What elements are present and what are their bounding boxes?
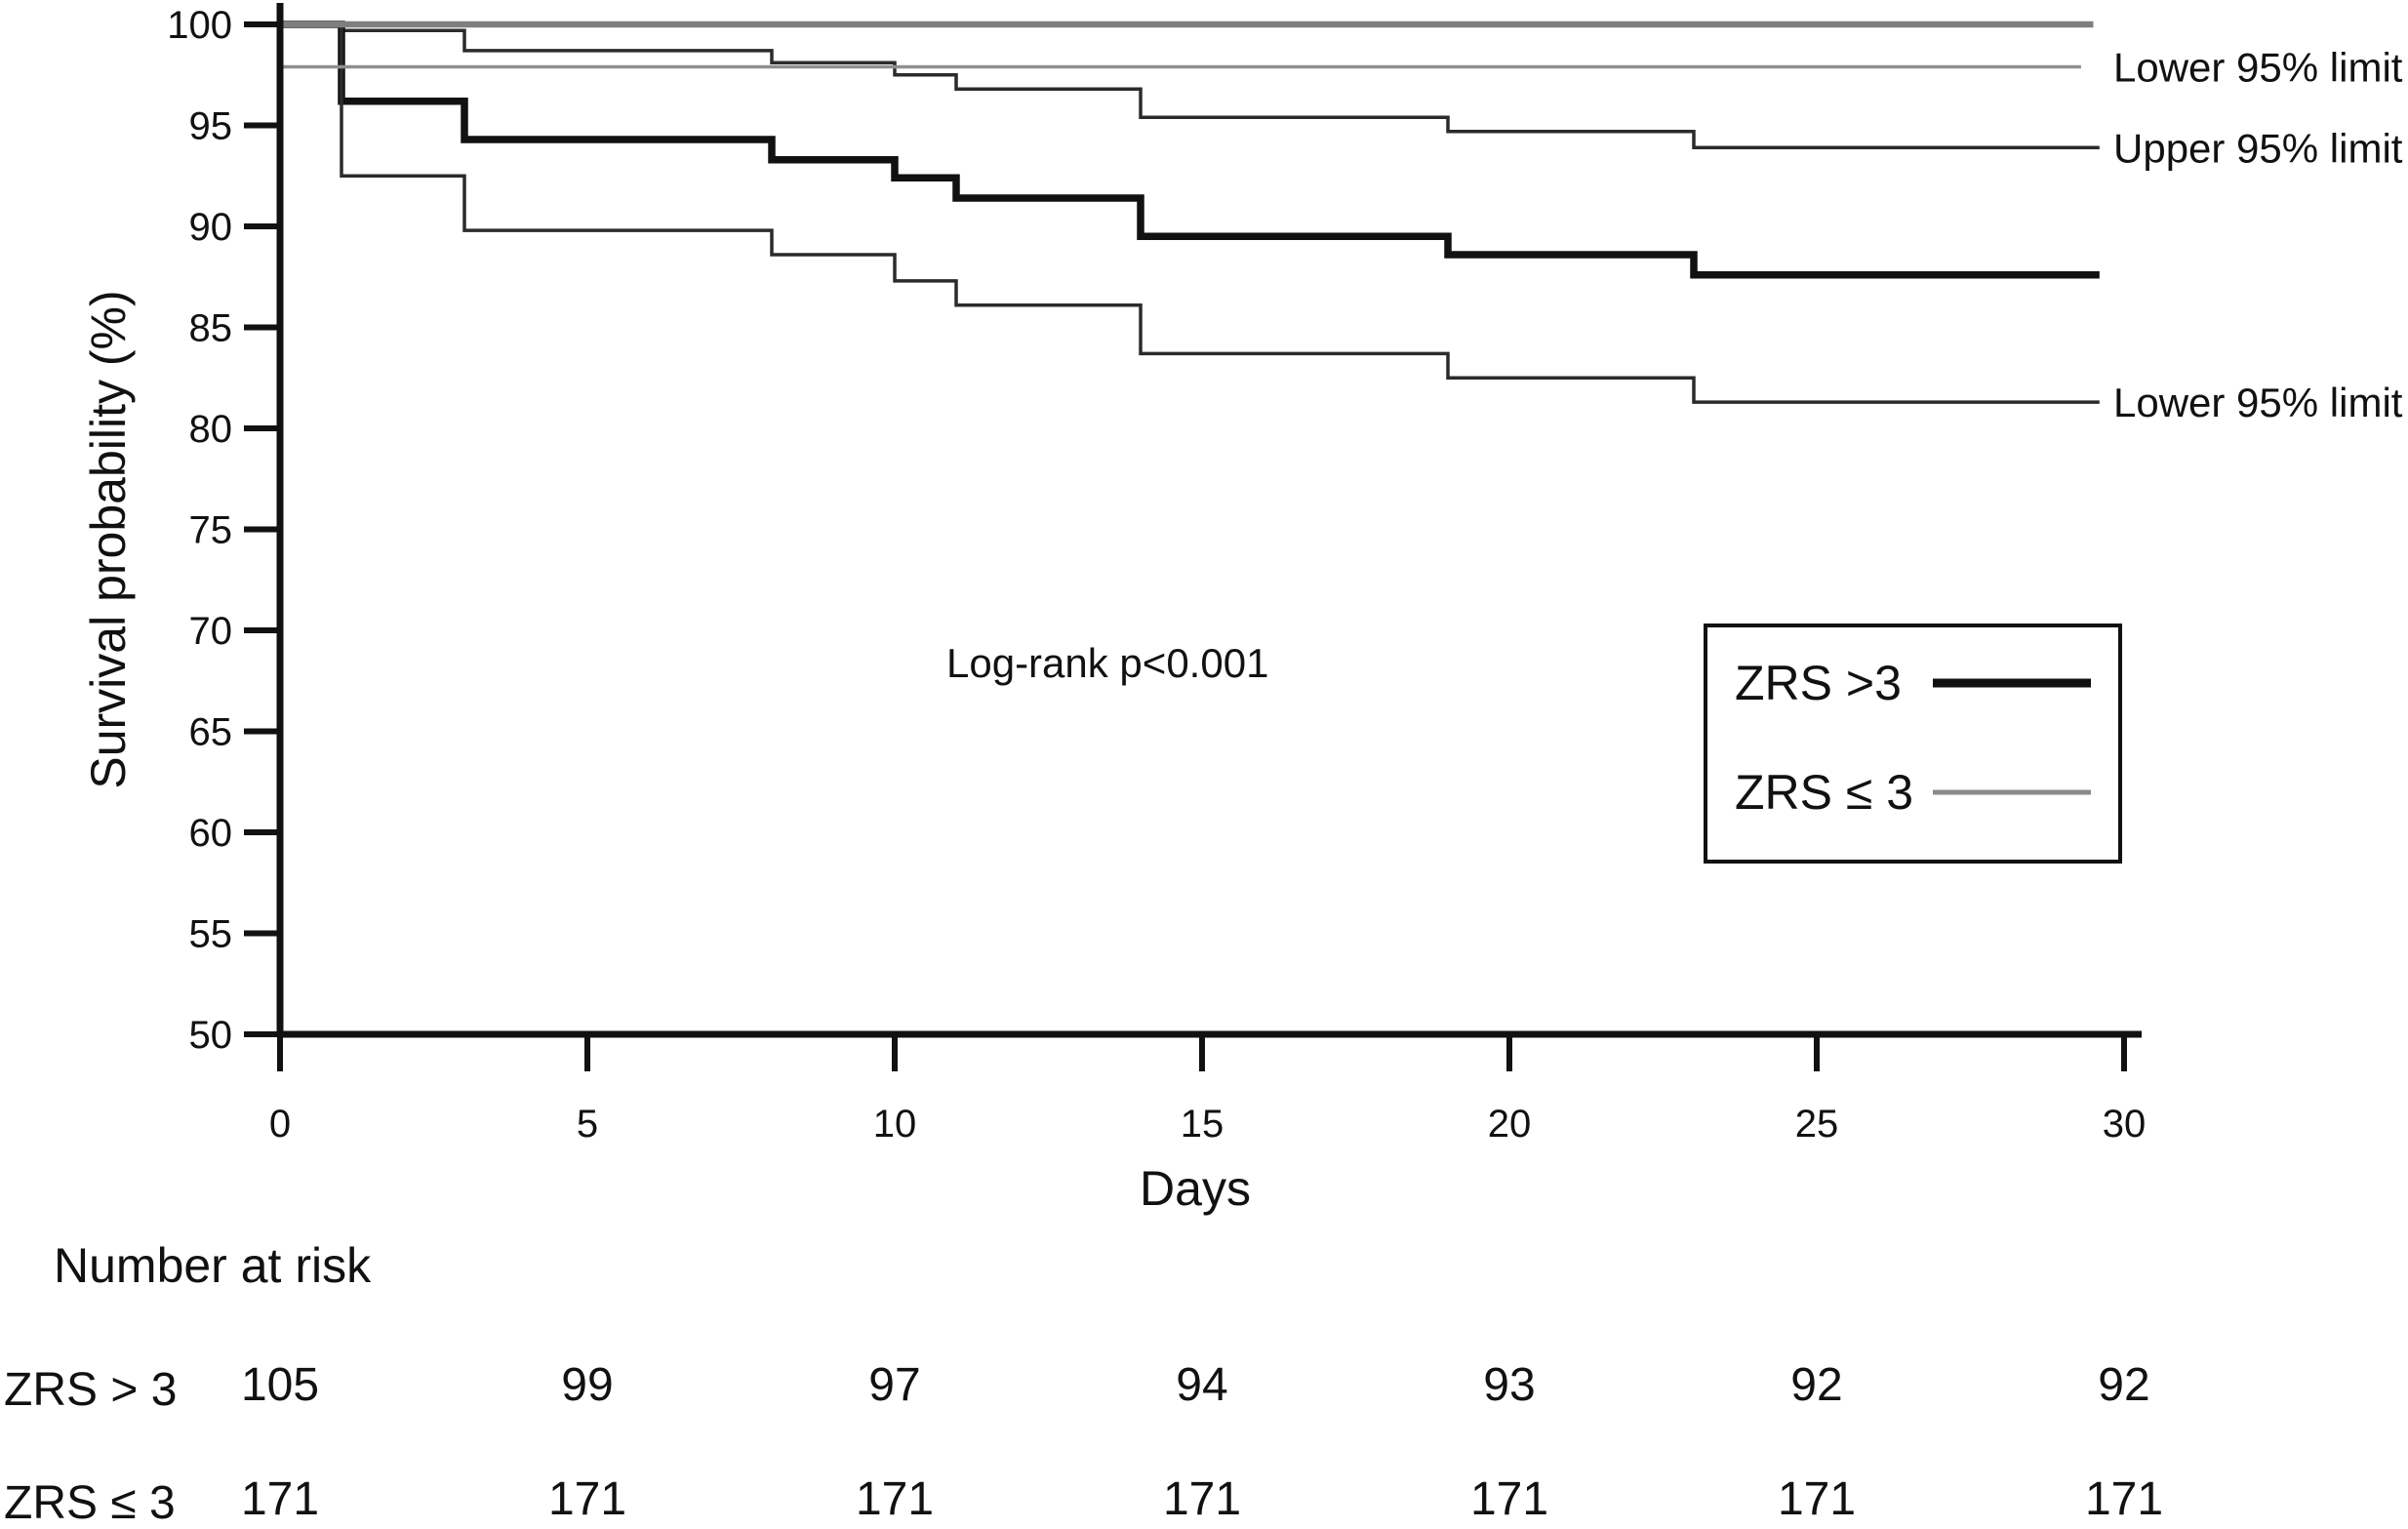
survival-curves bbox=[280, 20, 2100, 404]
x-tick-label-20: 20 bbox=[1488, 1103, 1532, 1146]
x-axis-ticks: 0 5 10 15 20 25 30 bbox=[269, 1034, 2146, 1146]
y-tick-label-80: 80 bbox=[189, 408, 233, 451]
x-tick-label-10: 10 bbox=[873, 1103, 917, 1146]
y-tick-label-70: 70 bbox=[189, 610, 233, 653]
curve-end-label-0: Lower 95% limit bbox=[2113, 44, 2403, 90]
y-tick-label-90: 90 bbox=[189, 206, 233, 249]
risk-row-label-0: ZRS > 3 bbox=[4, 1364, 177, 1416]
curve-zrs-3 bbox=[280, 20, 2100, 279]
y-tick-label-75: 75 bbox=[189, 509, 233, 552]
risk-value-row1-col3: 171 bbox=[1163, 1473, 1241, 1525]
legend-label-1: ZRS ≤ 3 bbox=[1735, 765, 1913, 820]
x-tick-label-30: 30 bbox=[2103, 1103, 2147, 1146]
legend: ZRS >3 ZRS ≤ 3 bbox=[1704, 624, 2122, 864]
risk-value-row1-col6: 171 bbox=[2085, 1473, 2163, 1525]
risk-value-row1-col0: 171 bbox=[241, 1473, 319, 1525]
x-tick-label-25: 25 bbox=[1795, 1103, 1839, 1146]
risk-value-row1-col2: 171 bbox=[856, 1473, 934, 1525]
risk-value-row0-col5: 92 bbox=[1790, 1359, 1842, 1411]
risk-value-row0-col4: 93 bbox=[1483, 1359, 1535, 1411]
risk-value-row0-col6: 92 bbox=[2098, 1359, 2149, 1411]
y-tick-label-60: 60 bbox=[189, 812, 233, 855]
risk-row-label-1: ZRS ≤ 3 bbox=[4, 1477, 176, 1529]
risk-value-row1-col1: 171 bbox=[548, 1473, 626, 1525]
risk-value-row0-col2: 97 bbox=[868, 1359, 920, 1411]
y-tick-label-55: 55 bbox=[189, 913, 233, 956]
curve-zrs-3-upper-95-limit bbox=[280, 22, 2100, 150]
x-axis-title: Days bbox=[1140, 1161, 1251, 1216]
curve-end-labels: Lower 95% limit Upper 95% limit Lower 95% … bbox=[2113, 44, 2403, 425]
y-tick-label-50: 50 bbox=[189, 1014, 233, 1057]
risk-value-row1-col4: 171 bbox=[1470, 1473, 1548, 1525]
legend-label-0: ZRS >3 bbox=[1735, 656, 1902, 710]
y-axis-ticks: 100 95 90 85 80 75 70 65 60 55 50 bbox=[167, 4, 280, 1057]
y-tick-label-95: 95 bbox=[189, 105, 233, 148]
x-tick-label-5: 5 bbox=[577, 1103, 598, 1146]
legend-box bbox=[1704, 624, 2122, 864]
curve-end-label-2: Lower 95% limit bbox=[2113, 380, 2403, 425]
legend-items: ZRS >3 ZRS ≤ 3 bbox=[1735, 656, 2091, 820]
y-tick-label-100: 100 bbox=[167, 4, 232, 47]
logrank-annotation: Log-rank p<0.001 bbox=[946, 640, 1268, 686]
risk-table-title: Number at risk bbox=[54, 1238, 372, 1293]
y-axis-title: Survival probability (%) bbox=[81, 290, 136, 788]
risk-value-row1-col5: 171 bbox=[1778, 1473, 1856, 1525]
x-tick-label-15: 15 bbox=[1181, 1103, 1224, 1146]
risk-table: ZRS > 3 105 99 97 94 93 92 92 ZRS ≤ 3 171 171 171 17… bbox=[4, 1359, 2163, 1529]
y-tick-label-85: 85 bbox=[189, 307, 233, 350]
curve-end-label-1: Upper 95% limit bbox=[2113, 125, 2403, 171]
y-tick-label-65: 65 bbox=[189, 711, 233, 754]
risk-value-row0-col0: 105 bbox=[241, 1359, 319, 1411]
risk-value-row0-col3: 94 bbox=[1176, 1359, 1227, 1411]
curve-zrs-3-lower-95-limit bbox=[280, 22, 2100, 404]
risk-value-row0-col1: 99 bbox=[561, 1359, 613, 1411]
x-tick-label-0: 0 bbox=[269, 1103, 291, 1146]
